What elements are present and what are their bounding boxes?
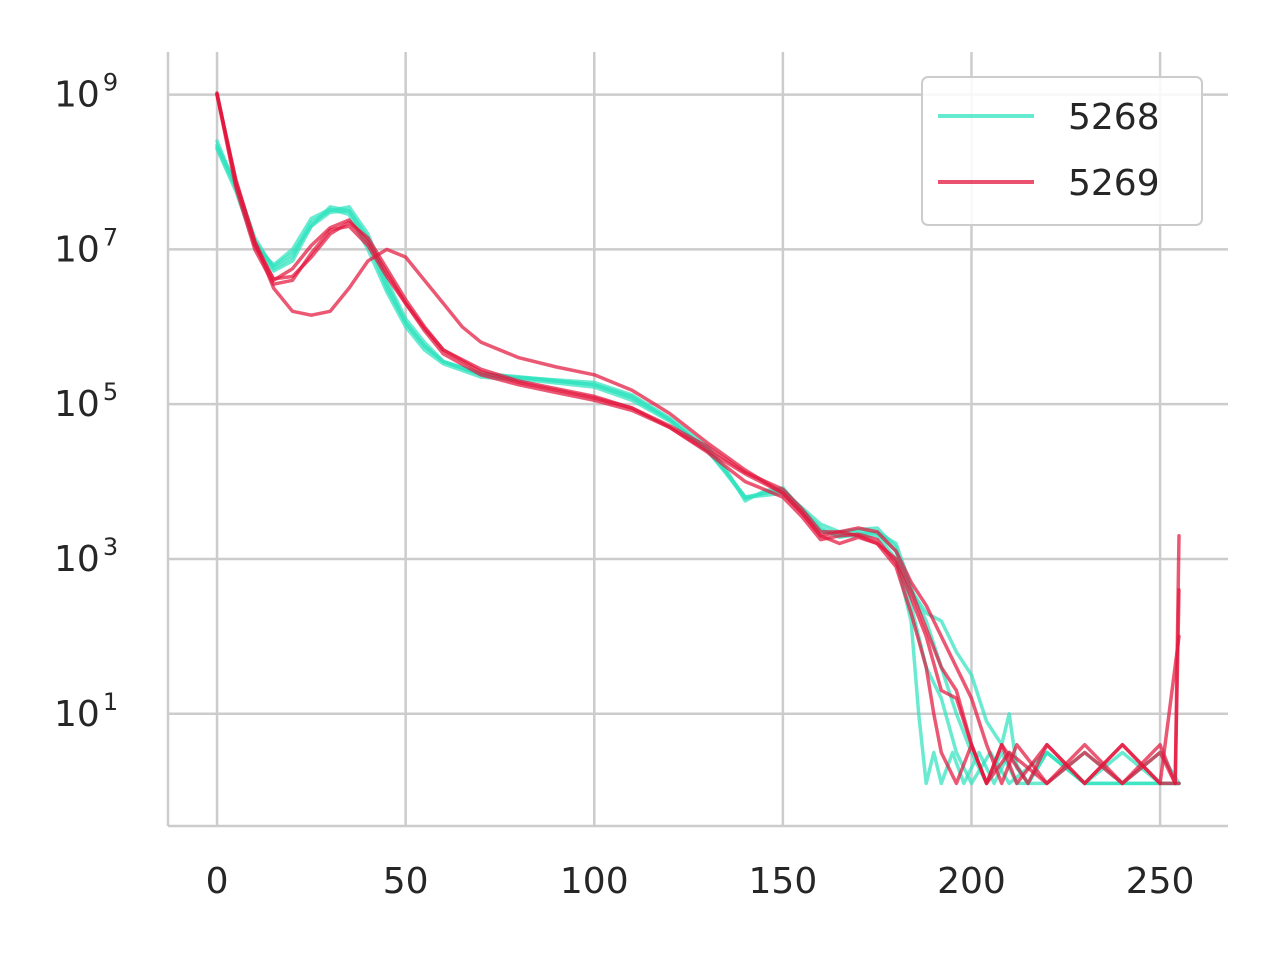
- x-tick-label-50: 50: [383, 861, 429, 902]
- legend: 5268 5269: [921, 76, 1203, 226]
- series-line-5268-3: [215, 147, 1181, 786]
- x-tick-label-0: 0: [206, 861, 229, 902]
- axes: [166, 52, 1228, 828]
- legend-label-5269: 5269: [1068, 163, 1160, 204]
- x-tick-label-250: 250: [1126, 861, 1195, 902]
- y-tick-label-1e5: 10 5: [54, 378, 118, 425]
- y-tick-label-1e9: 10 9: [54, 69, 118, 116]
- legend-label-5268: 5268: [1068, 97, 1160, 138]
- y-tick-label-1e1: 10 1: [54, 688, 118, 735]
- y-tick-label-1e7: 10 7: [54, 223, 118, 270]
- y-tick-label-1e3: 10 3: [54, 533, 118, 580]
- legend-box: [921, 76, 1203, 226]
- series-line-5268-4: [215, 145, 1181, 786]
- series-line-5269-8: [215, 92, 1181, 786]
- x-tick-labels: 0 50 100 150 200 250: [206, 861, 1195, 902]
- series-lines: [215, 91, 1181, 786]
- x-tick-label-200: 200: [937, 861, 1006, 902]
- x-tick-label-150: 150: [749, 861, 818, 902]
- x-tick-label-100: 100: [560, 861, 629, 902]
